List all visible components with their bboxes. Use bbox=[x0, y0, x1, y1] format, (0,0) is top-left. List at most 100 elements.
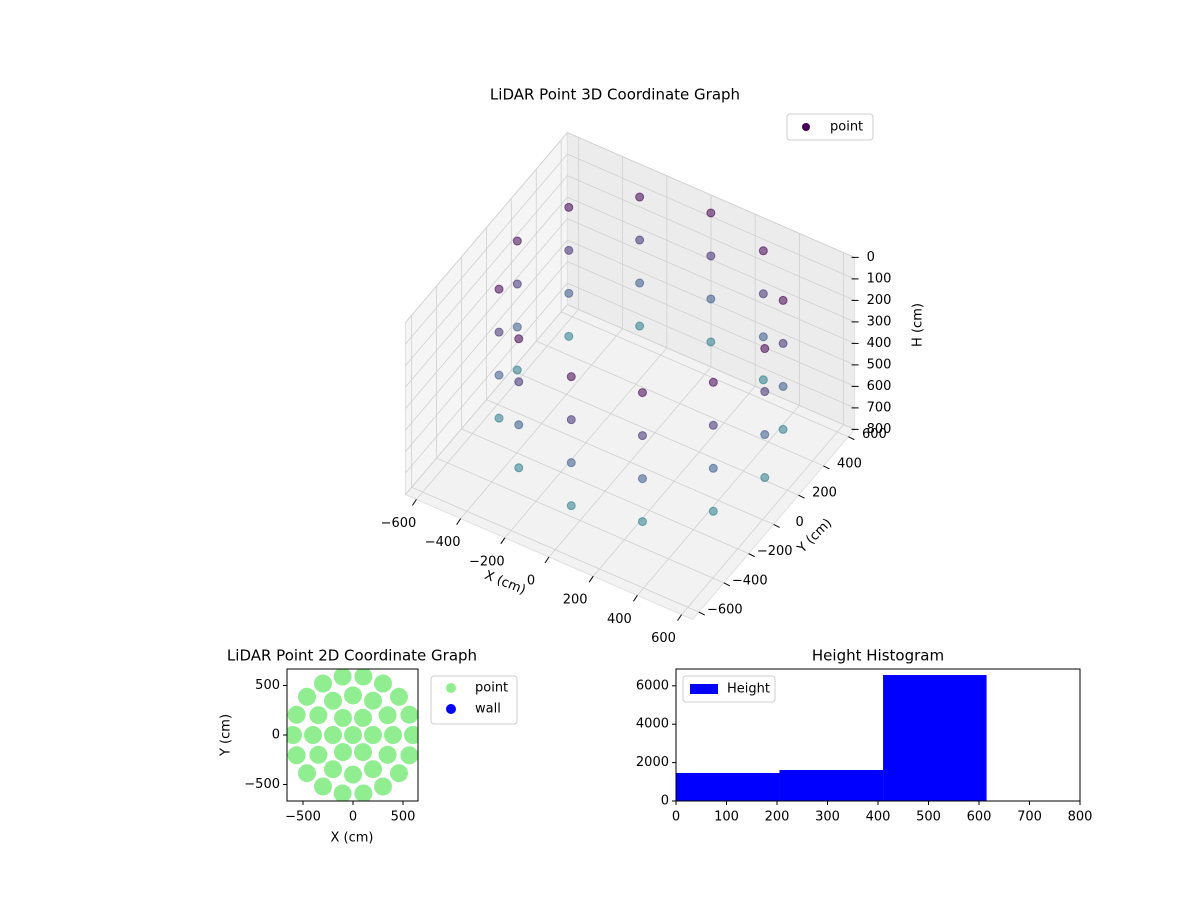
tick-mark bbox=[823, 465, 830, 470]
point bbox=[637, 388, 647, 398]
plot-area bbox=[287, 669, 418, 801]
point bbox=[635, 278, 645, 288]
point bbox=[760, 430, 770, 440]
x-tick-label: 700 bbox=[1017, 810, 1042, 825]
point bbox=[374, 777, 392, 796]
point bbox=[298, 764, 316, 783]
legend-box bbox=[682, 675, 776, 703]
grid-line bbox=[436, 457, 724, 584]
point bbox=[354, 784, 373, 801]
point bbox=[706, 208, 716, 218]
x-tick-label: 0 bbox=[527, 574, 535, 589]
point bbox=[304, 726, 322, 744]
point bbox=[364, 691, 382, 710]
grid-line bbox=[405, 218, 568, 409]
bar bbox=[676, 772, 780, 801]
point bbox=[566, 372, 576, 382]
z-tick-label: 400 bbox=[867, 336, 892, 351]
grid-line bbox=[405, 132, 568, 323]
point bbox=[706, 251, 716, 261]
legend-marker bbox=[802, 123, 810, 131]
grid-line bbox=[511, 370, 799, 496]
point bbox=[564, 288, 574, 298]
point bbox=[390, 687, 408, 706]
tick-mark bbox=[500, 537, 506, 545]
point bbox=[314, 777, 332, 796]
x-tick-label: 400 bbox=[607, 612, 632, 627]
legend-label: wall bbox=[475, 702, 501, 717]
point bbox=[778, 338, 788, 348]
point bbox=[564, 331, 574, 341]
x-tick-label: 200 bbox=[563, 593, 588, 608]
point bbox=[390, 764, 408, 783]
point bbox=[309, 706, 328, 725]
grid-line bbox=[536, 340, 824, 467]
grid-line bbox=[405, 282, 568, 474]
tick-mark bbox=[798, 494, 805, 499]
x-tick-label: 400 bbox=[866, 810, 891, 825]
point bbox=[708, 377, 718, 387]
point bbox=[778, 424, 788, 434]
tick-mark bbox=[588, 575, 594, 583]
point bbox=[309, 745, 328, 764]
point bbox=[354, 743, 372, 762]
legend-label: Height bbox=[727, 682, 770, 697]
z-tick-label: 300 bbox=[867, 314, 892, 329]
point bbox=[494, 413, 504, 423]
point bbox=[778, 295, 788, 305]
point bbox=[566, 501, 576, 511]
tick-mark bbox=[773, 523, 780, 528]
point bbox=[494, 327, 504, 337]
point bbox=[333, 784, 352, 801]
legend-marker bbox=[446, 683, 456, 693]
point bbox=[378, 706, 397, 725]
point bbox=[404, 726, 418, 744]
point bbox=[637, 517, 647, 527]
point bbox=[514, 420, 524, 430]
point bbox=[287, 746, 306, 765]
y-tick-label: 400 bbox=[837, 456, 862, 471]
x-tick-label: 200 bbox=[765, 810, 790, 825]
legend-marker bbox=[690, 684, 718, 694]
y-tick-label: 6000 bbox=[636, 678, 669, 693]
chart-title: Height Histogram bbox=[812, 647, 944, 665]
y-tick-label: 0 bbox=[661, 794, 669, 809]
point bbox=[566, 458, 576, 468]
x-axis-label: X (cm) bbox=[482, 568, 527, 598]
z-tick-label: 500 bbox=[867, 357, 892, 372]
y-axis-label: Y (cm) bbox=[219, 714, 234, 757]
tick-mark bbox=[698, 611, 706, 616]
point bbox=[364, 726, 382, 744]
tick-mark bbox=[544, 556, 550, 564]
grid-line bbox=[411, 486, 699, 613]
legend-box bbox=[786, 113, 874, 141]
point bbox=[344, 726, 362, 744]
grid-line bbox=[567, 261, 855, 387]
y-tick-label: 4000 bbox=[636, 717, 669, 732]
grid-line bbox=[405, 304, 568, 495]
y-tick-label: 0 bbox=[272, 728, 280, 743]
point bbox=[324, 726, 342, 744]
point bbox=[512, 365, 522, 375]
point bbox=[760, 344, 770, 354]
z-axis-label: H (cm) bbox=[911, 303, 926, 347]
tick-mark bbox=[632, 595, 638, 602]
point bbox=[564, 245, 574, 255]
tick-mark bbox=[456, 518, 462, 525]
point bbox=[333, 669, 352, 686]
x-tick-label: −600 bbox=[381, 516, 417, 531]
y-tick-label: 2000 bbox=[636, 755, 669, 770]
point bbox=[287, 705, 306, 724]
point bbox=[706, 294, 716, 304]
z-tick-label: 200 bbox=[867, 293, 892, 308]
chart-title: LiDAR Point 3D Coordinate Graph bbox=[490, 86, 740, 104]
grid-line bbox=[405, 239, 568, 431]
y-tick-label: 200 bbox=[812, 486, 837, 501]
grid-line bbox=[486, 399, 774, 525]
point bbox=[708, 506, 718, 516]
x-tick-label: 0 bbox=[349, 810, 357, 825]
x-tick-label: 800 bbox=[1068, 810, 1093, 825]
x-tick-label: −200 bbox=[469, 554, 505, 569]
legend-label: point bbox=[475, 681, 508, 696]
